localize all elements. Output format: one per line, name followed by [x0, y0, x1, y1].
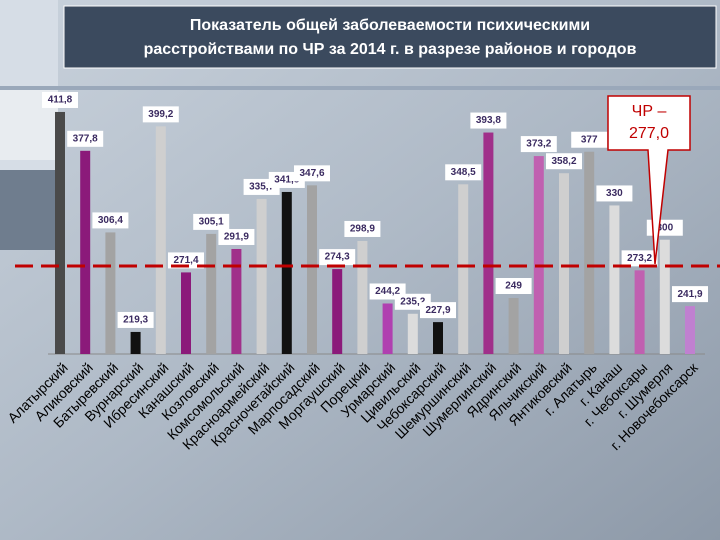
- value-label: 235,2: [400, 296, 425, 307]
- bar: [559, 173, 569, 354]
- value-label: 330: [606, 188, 623, 199]
- value-label-box: [546, 153, 582, 170]
- bar: [433, 322, 443, 354]
- value-label: 274,3: [325, 252, 350, 263]
- value-label: 393,8: [476, 115, 501, 126]
- callout-text: 277,0: [629, 125, 669, 142]
- callout-text: ЧР –: [632, 103, 667, 120]
- value-label: 244,2: [375, 286, 400, 297]
- value-label: 291,9: [224, 232, 249, 243]
- value-label-box: [344, 220, 381, 237]
- value-label-box: [596, 185, 633, 202]
- value-label: 249: [505, 281, 522, 292]
- value-label-box: [142, 106, 179, 123]
- value-label-box: [42, 91, 78, 108]
- value-label: 273,2: [627, 253, 652, 264]
- value-label: 411,8: [48, 95, 73, 106]
- value-label: 358,2: [551, 156, 576, 167]
- value-label: 373,2: [526, 139, 551, 150]
- value-label-box: [294, 165, 330, 182]
- value-label-box: [168, 252, 204, 269]
- bar: [181, 272, 191, 354]
- bar: [508, 298, 519, 354]
- bar: [155, 126, 166, 354]
- bar: [105, 232, 116, 354]
- bar: [130, 331, 141, 354]
- value-label: 377: [581, 134, 598, 145]
- value-label: 298,9: [350, 224, 375, 235]
- value-label-box: [420, 302, 456, 319]
- bar: [634, 270, 645, 354]
- bar: [407, 313, 418, 354]
- title-line: Показатель общей заболеваемости психичес…: [190, 17, 590, 34]
- bar: [231, 248, 242, 354]
- divider: [0, 86, 720, 90]
- bar: [483, 132, 494, 354]
- value-label: 347,6: [299, 168, 324, 179]
- value-label: 271,4: [173, 255, 198, 266]
- value-label: 305,1: [199, 217, 224, 228]
- value-label: 300: [656, 222, 673, 233]
- bar: [357, 240, 368, 354]
- bar: [206, 233, 217, 354]
- value-label-box: [571, 131, 608, 148]
- value-label: 341,8: [274, 175, 299, 186]
- bar: [281, 191, 292, 354]
- bar: [584, 151, 595, 354]
- bar: [659, 239, 670, 354]
- value-label: 241,9: [677, 289, 702, 300]
- value-label-box: [117, 311, 154, 328]
- bar: [80, 150, 91, 354]
- title-box: [63, 5, 717, 69]
- value-label-box: [445, 164, 482, 181]
- value-label-box: [470, 112, 507, 129]
- bar: [307, 185, 317, 354]
- value-label: 227,9: [425, 305, 450, 316]
- value-label: 335,7: [249, 182, 274, 193]
- bar: [533, 156, 544, 354]
- value-label-box: [193, 213, 230, 230]
- value-label: 399,2: [148, 109, 173, 120]
- value-label: 348,5: [451, 167, 476, 178]
- bar: [332, 269, 343, 354]
- value-label-box: [495, 278, 532, 295]
- bar: [55, 111, 65, 354]
- value-label: 306,4: [98, 215, 123, 226]
- value-label: 219,3: [123, 315, 148, 326]
- value-label: 377,8: [73, 133, 98, 144]
- bar: [382, 303, 393, 354]
- bar: [256, 198, 267, 354]
- value-label-box: [218, 228, 255, 245]
- title-line: расстройствами по ЧР за 2014 г. в разрез…: [144, 41, 637, 58]
- value-label-box: [319, 249, 356, 266]
- value-label-box: [67, 130, 104, 147]
- photo: [0, 170, 58, 250]
- value-label-box: [621, 250, 658, 267]
- value-label-box: [92, 212, 129, 229]
- bar: [458, 184, 469, 354]
- bar: [685, 306, 695, 354]
- bar: [609, 205, 620, 354]
- value-label-box: [672, 286, 708, 303]
- value-label-box: [520, 136, 557, 153]
- callout: [607, 95, 691, 265]
